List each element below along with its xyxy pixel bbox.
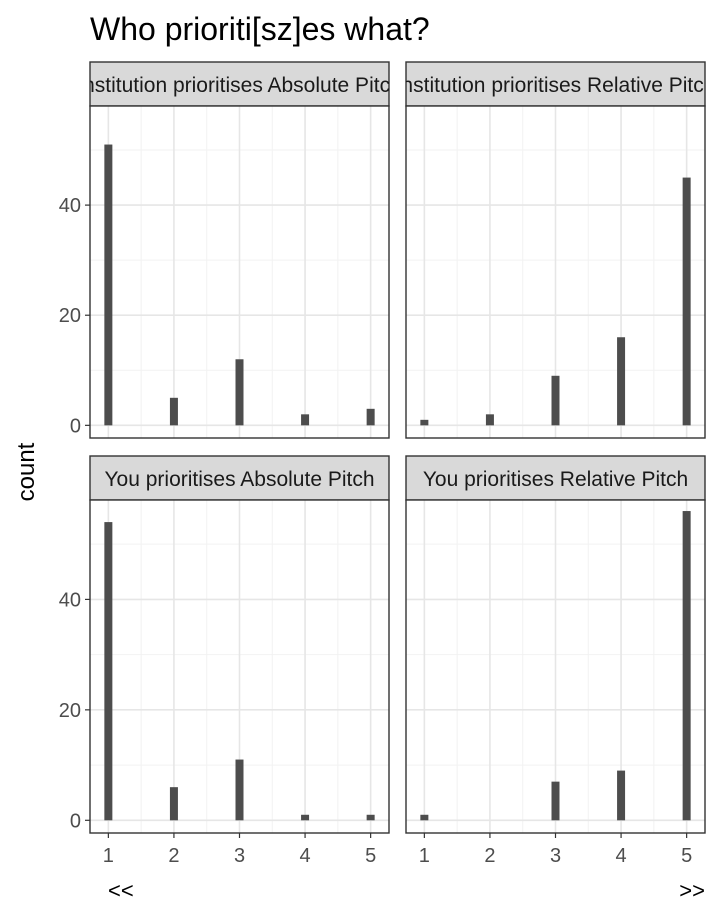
- bar: [301, 814, 310, 821]
- x-tick-label: 4: [300, 845, 311, 867]
- bar: [366, 814, 375, 821]
- facet-label: Institution prioritises Absolute Pitch: [77, 74, 402, 97]
- bar: [235, 359, 244, 426]
- bar: [682, 177, 691, 426]
- y-tick-label: 0: [70, 415, 81, 437]
- y-tick-label: 20: [59, 700, 81, 722]
- facet-label: You prioritises Absolute Pitch: [104, 468, 374, 491]
- bar: [366, 408, 375, 426]
- facet-strip: [405, 455, 706, 501]
- facet-panel: You prioritises Absolute Pitch 0 20 40 1 2 3 4 5: [59, 455, 390, 867]
- bar: [104, 144, 113, 426]
- bar: [617, 337, 626, 426]
- x-tick-label: 1: [419, 845, 430, 867]
- bar: [420, 419, 429, 426]
- panel-border: [405, 105, 706, 439]
- bar: [301, 414, 310, 426]
- facet-label: You prioritises Relative Pitch: [423, 468, 688, 491]
- bar: [551, 375, 560, 426]
- x-tick-label: 3: [234, 845, 245, 867]
- facet-panel: Institution prioritises Relative Pitch: [396, 61, 716, 439]
- x-tick-label: 1: [103, 845, 114, 867]
- facet-strip: [89, 455, 390, 501]
- chart-title: Who prioriti[sz]es what?: [90, 11, 430, 47]
- bar: [420, 814, 429, 821]
- y-tick-label: 0: [70, 810, 81, 832]
- x-tick-label: 2: [484, 845, 495, 867]
- x-tick-label: 4: [616, 845, 627, 867]
- bar: [235, 759, 244, 821]
- y-tick-label: 40: [59, 195, 81, 217]
- x-tick-label: 2: [168, 845, 179, 867]
- x-annotation-left: <<: [108, 878, 134, 903]
- y-tick-label: 40: [59, 589, 81, 611]
- bar: [682, 511, 691, 821]
- bar: [551, 781, 560, 821]
- facet-panel: Institution prioritises Absolute Pitch 0 2…: [59, 61, 402, 439]
- bar: [617, 770, 626, 821]
- bar: [485, 414, 494, 426]
- x-tick-label: 3: [550, 845, 561, 867]
- bar: [169, 787, 178, 821]
- x-tick-label: 5: [365, 845, 376, 867]
- facet-strip: [89, 61, 390, 107]
- bar: [169, 397, 178, 426]
- panel-border: [89, 105, 390, 439]
- y-axis-title: count: [13, 442, 40, 501]
- bar: [104, 522, 113, 821]
- y-tick-label: 20: [59, 305, 81, 327]
- panels: Institution prioritises Absolute Pitch 0 2…: [59, 61, 716, 867]
- facet-panel: You prioritises Relative Pitch 1 2 3 4 5: [405, 455, 706, 867]
- facet-label: Institution prioritises Relative Pitch: [396, 74, 716, 97]
- x-tick-label: 5: [681, 845, 692, 867]
- x-annotation-right: >>: [679, 878, 705, 903]
- facet-strip: [405, 61, 706, 107]
